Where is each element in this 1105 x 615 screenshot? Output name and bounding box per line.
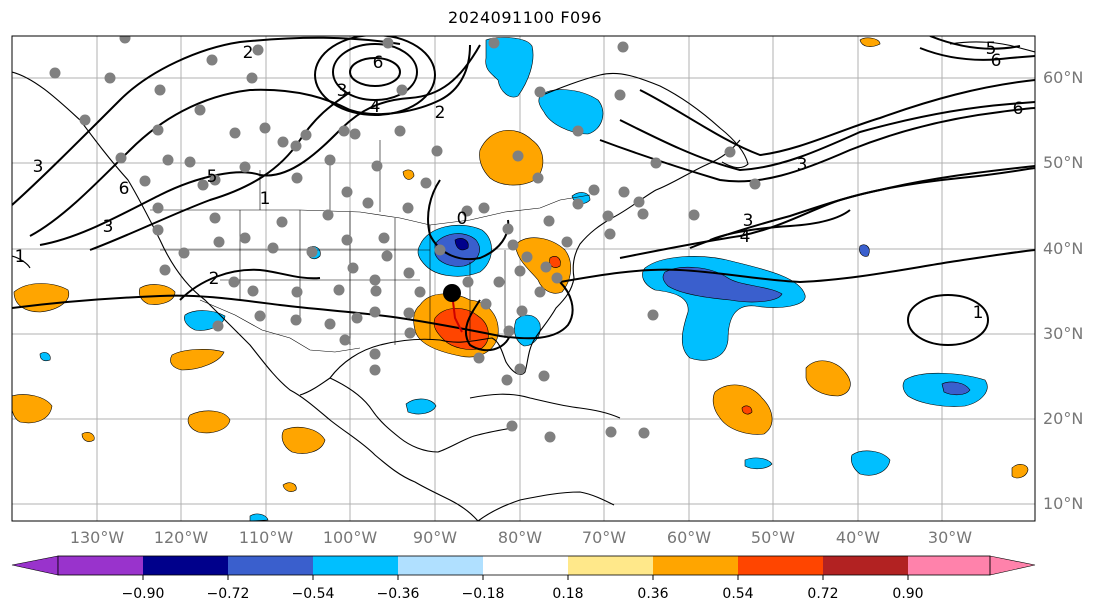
lon-label: 110°W [238,528,294,547]
storm-center-marker [443,284,461,302]
positive-anomaly [402,169,415,180]
contour-label: 3 [33,157,44,177]
colorbar-segment [823,556,908,575]
colorbar-segment [58,556,143,575]
lon-label: 70°W [581,528,627,547]
contour-label: 6 [373,53,384,73]
lat-label: 60°N [1043,68,1084,87]
colorbar-tick-label: −0.36 [376,586,420,602]
contour-label: 4 [370,97,381,117]
colorbar-tick-label: −0.18 [461,586,505,602]
contour-label: 3 [337,81,348,101]
lat-label: 40°N [1043,239,1084,258]
contour-label: 2 [435,103,446,123]
contour-label: 1 [260,189,271,209]
lat-label: 20°N [1043,409,1084,428]
contour-label: 3 [743,211,754,231]
contour-label: 5 [986,39,997,59]
colorbar-segment [143,556,228,575]
negative-anomaly [39,352,51,362]
contour-label: 1 [973,303,984,323]
map-area: 6 3 4 3 5 6 3 1 2 2 0 2 3 4 6 3 6 5 1 1 [12,36,1035,521]
lon-label: 80°W [497,528,543,547]
colorbar-tick-label: 0.54 [722,586,754,602]
positive-anomaly [859,37,881,47]
lon-label: 100°W [322,528,378,547]
lon-label: 120°W [153,528,209,547]
lon-label: 40°W [835,528,881,547]
contour-label: 6 [991,51,1002,71]
lon-label: 60°W [666,528,712,547]
negative-anomaly [744,457,773,470]
contour-label: 3 [797,155,808,175]
positive-anomaly [282,482,297,492]
shaded-anomalies [12,37,1029,521]
colorbar-segment [228,556,313,575]
colorbar-tick-label: 0.72 [807,586,839,602]
colorbar-extend-high [989,555,1036,576]
colorbar-segment [398,556,483,575]
strong-positive-anomaly [741,405,753,415]
lon-label: 30°W [927,528,973,547]
contour-label: 2 [209,269,220,289]
contour-label-group: 6 3 4 3 5 6 3 1 2 2 0 2 3 4 6 3 6 5 1 1 [15,39,1024,323]
map-title: 2024091100 F096 [447,8,603,27]
negative-anomaly [538,89,604,135]
strong-negative-anomaly [454,238,469,251]
colorbar-segment [483,556,568,575]
colorbar-segment [908,556,990,575]
colorbar-tick-label: −0.90 [121,586,165,602]
lon-label: 90°W [412,528,458,547]
positive-anomaly [281,427,326,454]
contour-label: 5 [207,167,218,187]
negative-anomaly [405,398,437,415]
colorbar-segment [738,556,823,575]
colorbar-tick-label: 0.18 [552,586,584,602]
negative-anomaly [485,37,534,98]
colorbar-tick-label: −0.72 [206,586,250,602]
colorbar-segment [653,556,738,575]
negative-anomaly [249,513,269,521]
colorbar-tick-label: 0.90 [892,586,924,602]
positive-anomaly [805,360,851,397]
strong-negative-anomaly [859,244,870,257]
coastlines [12,41,1035,521]
station-dots [49,36,761,443]
contour-label: 4 [740,227,751,247]
colorbar-tick-label: 0.36 [637,586,669,602]
colorbar-tick-label: −0.54 [291,586,335,602]
colorbar-segment [568,556,653,575]
contour-label: 3 [103,217,114,237]
strong-negative-anomaly [941,381,971,396]
positive-anomaly [170,349,225,371]
lat-label: 50°N [1043,153,1084,172]
contour-label: 0 [457,209,468,229]
colorbar-segment [313,556,398,575]
contour-label: 6 [1013,99,1024,119]
lon-label: 50°W [750,528,796,547]
contour-label: 6 [119,179,130,199]
contour-label: 1 [15,247,26,267]
positive-anomaly [187,410,231,434]
positive-anomaly [1011,464,1029,479]
map-frame [11,35,1036,522]
colorbar [11,555,1036,580]
lat-label: 10°N [1043,494,1084,513]
negative-anomaly [850,450,891,476]
contour-label: 2 [243,43,254,63]
lon-label: 130°W [69,528,125,547]
colorbar-extend-low [11,555,59,576]
lat-label: 30°N [1043,324,1084,343]
positive-anomaly [81,432,95,442]
